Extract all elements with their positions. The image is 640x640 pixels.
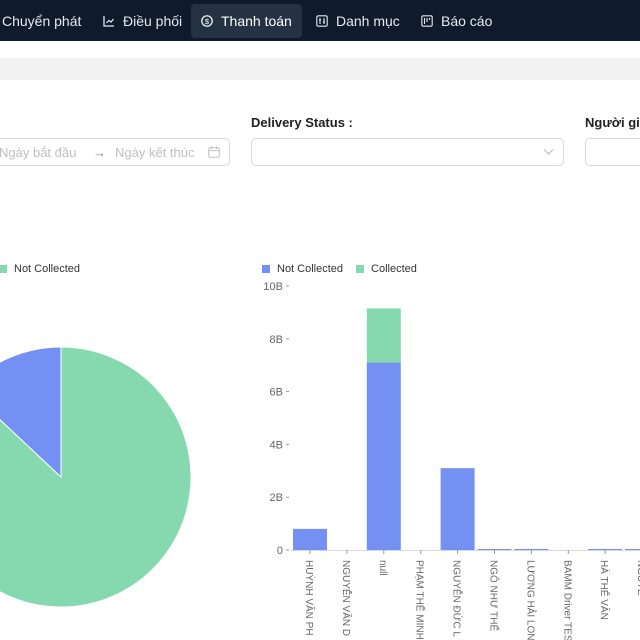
bar-segment-not-collected[interactable] [625, 549, 640, 550]
x-tick-label: PHẠM THẾ MINH [414, 560, 427, 640]
legend-label-collected: Collected [371, 263, 417, 275]
nav-label: Điều phối [123, 13, 183, 29]
bar-segment-collected[interactable] [366, 308, 401, 363]
x-tick-label: NGUYỄN VĂN D [340, 560, 353, 636]
chevron-down-icon [543, 149, 554, 155]
nav-item-bao-cao[interactable]: Báo cáo [411, 4, 502, 38]
svg-text:$: $ [205, 17, 210, 26]
legend-swatch-collected [356, 265, 365, 273]
nav-item-dieu-phoi[interactable]: Điều phối [93, 4, 192, 38]
bar-chart: 0 2B 4B 6B 8B 10B HUỲNH VĂN PH NGUYỄN VĂN D null… [263, 281, 640, 640]
nav-label: Thanh toán [221, 13, 292, 29]
y-tick-label: 4B [270, 439, 283, 451]
nav-item-danh-muc[interactable]: Danh mục [306, 4, 410, 38]
bar-legend: Not Collected Collected [262, 263, 417, 275]
delivery-status-label: Delivery Status : [251, 115, 353, 130]
arrow-right-icon: → [93, 145, 106, 160]
bar-segment-not-collected[interactable] [477, 549, 512, 550]
dollar-circle-icon: $ [201, 15, 213, 27]
legend-swatch-not-collected [0, 265, 7, 273]
delivery-status-select[interactable] [251, 138, 564, 166]
x-tick-label: NGÔ NHƯ THẾ [488, 560, 501, 631]
nguoi-giao-select[interactable] [585, 138, 640, 166]
x-tick-label: null [377, 560, 388, 576]
sliders-icon [316, 15, 328, 27]
date-range-picker[interactable]: Ngày bắt đầu → Ngày kết thúc [0, 138, 230, 166]
legend-swatch-not-collected [262, 265, 270, 273]
x-tick-label: NGUYỄN ĐỨC L [451, 560, 464, 637]
bar-segment-not-collected[interactable] [366, 362, 401, 550]
pie-slice-not-collected[interactable] [0, 346, 62, 479]
nav-label: Báo cáo [441, 13, 493, 29]
x-tick-label: HÀ THẾ VÂN [598, 560, 611, 620]
y-tick-label: 2B [270, 492, 283, 504]
chart-icon [103, 16, 114, 27]
legend-label-not-collected: Not Collected [277, 263, 344, 275]
nav-item-thanh-toan[interactable]: $ Thanh toán [191, 4, 302, 38]
pie-legend: Not Collected [0, 263, 80, 275]
y-tick-label: 10B [263, 281, 283, 293]
x-tick-label: NGUYỄ [635, 560, 640, 596]
y-tick-label: 0 [277, 545, 283, 557]
y-tick-label: 8B [270, 334, 283, 346]
x-tick-label: HUỲNH VĂN PH [303, 560, 316, 636]
page-header-bar [0, 58, 640, 80]
nav-label: Danh mục [336, 13, 400, 29]
x-tick-label: BAMM Driver TES [561, 560, 572, 640]
date-start-input[interactable]: Ngày bắt đầu [0, 145, 77, 160]
nav-item-chuyen-phat[interactable]: Chuyển phát [0, 4, 91, 38]
top-navigation: Chuyển phát Điều phối $ Thanh toán Danh … [0, 0, 640, 41]
date-end-input[interactable]: Ngày kết thúc [115, 145, 195, 160]
bar-segment-not-collected[interactable] [440, 468, 475, 550]
pie-chart [0, 346, 192, 608]
pie-slice-collected[interactable] [0, 346, 192, 608]
report-icon [421, 15, 433, 27]
nguoi-giao-label: Người gia [585, 115, 640, 130]
x-tick-label: LƯƠNG HẢI LON [524, 560, 537, 640]
bar-segment-not-collected[interactable] [514, 548, 549, 550]
y-tick-label: 6B [270, 387, 283, 399]
calendar-icon [208, 146, 220, 158]
legend-label: Not Collected [14, 263, 81, 275]
bar-segment-not-collected[interactable] [588, 548, 623, 550]
bar-segment-not-collected[interactable] [293, 528, 327, 550]
nav-label: Chuyển phát [2, 13, 82, 29]
